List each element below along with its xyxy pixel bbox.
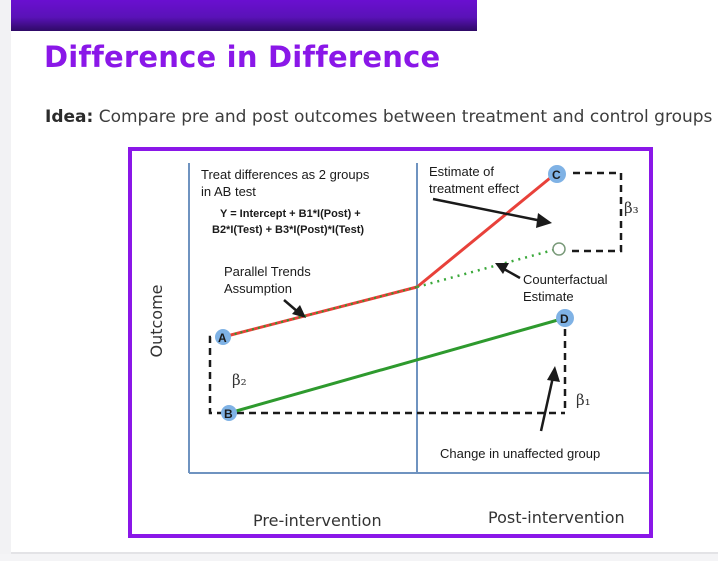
estimate-label-line2: treatment effect [429, 181, 519, 196]
estimate-label-line1: Estimate of [429, 164, 494, 179]
ab-test-note-line1: Treat differences as 2 groups [201, 167, 370, 182]
idea-description: Compare pre and post outcomes between tr… [93, 107, 713, 127]
estimate-arrow [432, 197, 543, 223]
point-b [221, 405, 237, 421]
point-d-label: D [560, 312, 569, 326]
treatment-pre-line [222, 285, 418, 339]
estimate-arrowhead [536, 213, 552, 228]
counterfactual-arrow [503, 267, 521, 280]
left-margin-strip [0, 0, 11, 561]
header-accent-bar [11, 0, 477, 31]
point-c [548, 165, 566, 183]
regression-equation-line2: B2*I(Test) + B3*I(Post)*I(Test) [212, 224, 364, 236]
parallel-arrowhead [292, 305, 306, 318]
beta2-label: β₂ [232, 371, 247, 389]
counterfactual-point [552, 242, 566, 256]
counterfactual-line [416, 247, 558, 289]
point-b-label: B [224, 407, 233, 421]
bottom-margin-strip [0, 554, 718, 561]
idea-label: Idea: [45, 107, 94, 127]
parallel-trends-line2: Assumption [224, 281, 292, 296]
did-diagram: A B C D Treat differences as 2 groups in… [128, 147, 653, 538]
beta3-label: β₃ [624, 199, 639, 217]
x-label-pre: Pre-intervention [253, 511, 382, 530]
beta2-bracket [208, 335, 223, 415]
slide-title: Difference in Difference [44, 40, 441, 74]
point-a-label: A [218, 331, 227, 345]
footer-divider [11, 552, 718, 554]
y-axis-label: Outcome [147, 284, 166, 357]
counterfactual-arrowhead [495, 263, 509, 274]
did-diagram-svg: A B C D Treat differences as 2 groups in… [147, 163, 649, 530]
ab-test-note-line2: in AB test [201, 184, 256, 199]
counterfactual-label-line2: Estimate [523, 289, 574, 304]
unaffected-group-label: Change in unaffected group [440, 446, 600, 461]
beta1-label: β₁ [576, 391, 591, 409]
point-c-label: C [552, 168, 561, 182]
point-a [215, 329, 231, 345]
point-d [556, 309, 574, 327]
regression-equation-line1: Y = Intercept + B1*I(Post) + [220, 208, 361, 220]
x-label-post: Post-intervention [488, 508, 625, 527]
counterfactual-label-line1: Counterfactual [523, 272, 608, 287]
idea-text: Idea: Compare pre and post outcomes betw… [45, 107, 712, 127]
unaffected-arrowhead [547, 366, 560, 382]
beta3-bracket [569, 171, 623, 253]
control-line [228, 316, 566, 415]
unaffected-arrow [539, 376, 555, 432]
parallel-trends-line1: Parallel Trends [224, 264, 311, 279]
treatment-post-line [416, 172, 556, 289]
